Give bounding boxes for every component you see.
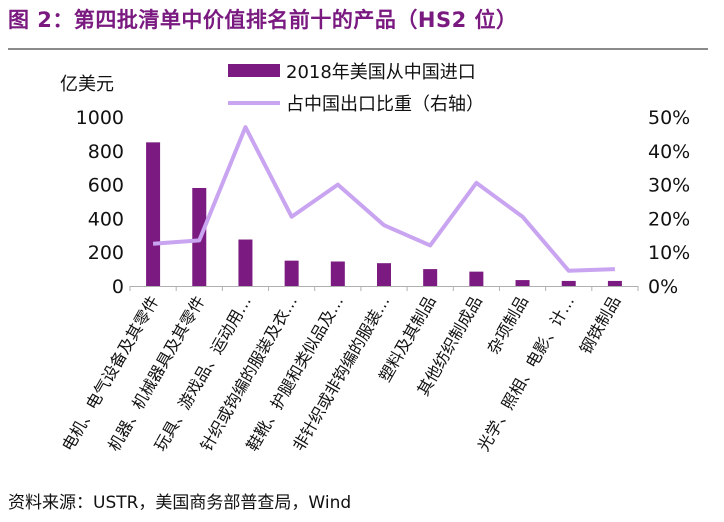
bar [330,261,345,286]
left-axis-tick-label: 400 [88,208,124,230]
right-axis-tick-label: 40% [648,141,690,163]
category-label: 杂项制品 [484,293,532,358]
right-axis-tick-label: 0% [648,276,678,298]
legend: 2018年美国从中国进口 占中国出口比重（右轴） [228,62,484,115]
right-axis-tick-label: 20% [648,208,690,230]
bar [515,280,530,286]
bar [284,260,299,286]
legend-label-bar: 2018年美国从中国进口 [286,62,476,83]
bar-series [146,142,622,286]
bar [423,269,438,286]
left-axis-tick-label: 0 [112,276,124,298]
left-axis-tick-label: 800 [88,141,124,163]
bar [607,280,622,286]
right-axis-tick-label: 50% [648,107,690,129]
legend-swatch-bar [228,64,280,77]
figure-source: 资料来源：USTR，美国商务部普查局，Wind [8,493,352,513]
left-axis: 1000 800 600 400 200 0 [76,107,124,298]
title-divider [8,48,708,50]
left-axis-unit: 亿美元 [60,74,114,95]
line-series [152,125,615,273]
category-labels: 电机、电气设备及其零件机器、机械器具及其零件玩具、游戏品、运动用…针织或钩编的服… [58,286,639,455]
right-axis-tick-label: 10% [648,242,690,264]
bar [561,280,576,286]
figure-title: 图 2：第四批清单中价值排名前十的产品（HS2 位） [8,8,518,32]
left-axis-tick-label: 200 [88,242,124,264]
category-label: 光学、照相、电影、计… [474,293,578,455]
right-axis-tick-label: 30% [648,175,690,197]
chart: 1000 800 600 400 200 0 50% 40% 30% 20% 10% 0% 电机、电… [58,62,690,455]
bar [469,271,484,286]
bar [238,239,253,286]
legend-label-line: 占中国出口比重（右轴） [286,94,484,115]
left-axis-tick-label: 600 [88,175,124,197]
bar [377,263,391,286]
category-label: 钢铁制品 [576,293,624,358]
right-axis: 50% 40% 30% 20% 10% 0% [648,107,690,298]
left-axis-tick-label: 1000 [76,107,124,129]
bar [146,142,161,286]
